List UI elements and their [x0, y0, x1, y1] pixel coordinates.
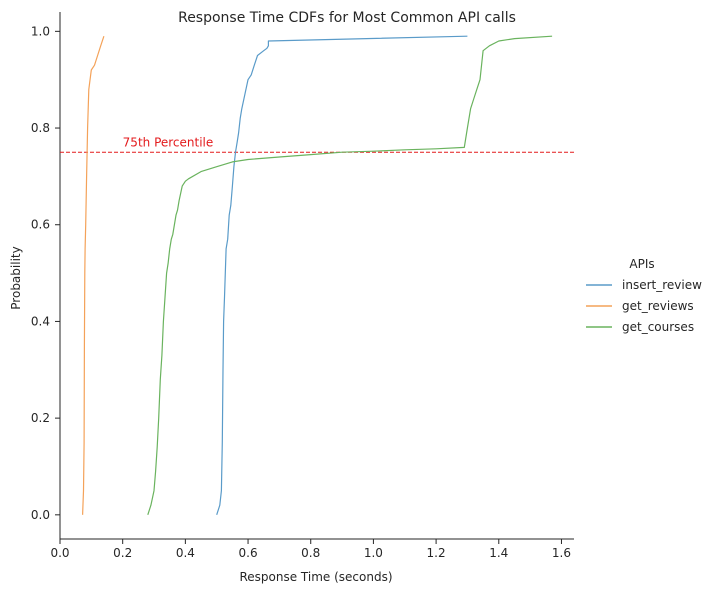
x-tick-label: 0.4: [176, 546, 195, 560]
x-tick-label: 1.0: [364, 546, 383, 560]
x-axis-label: Response Time (seconds): [239, 570, 392, 584]
series-line-get-courses: [147, 35, 553, 515]
chart-title: Response Time CDFs for Most Common API c…: [178, 10, 516, 26]
legend-label-get-courses: get_courses: [622, 320, 694, 334]
y-axis-label: Probability: [9, 246, 23, 309]
y-tick-label: 0.8: [31, 121, 50, 135]
x-tick-label: 0.0: [50, 546, 69, 560]
x-tick-label: 0.2: [113, 546, 132, 560]
series-group: [82, 35, 553, 515]
reference-line-group: 75th Percentile: [60, 136, 574, 153]
y-tick-label: 0.0: [31, 508, 50, 522]
y-tick-label: 0.2: [31, 411, 50, 425]
legend-title: APIs: [629, 257, 654, 271]
x-tick-label: 1.2: [427, 546, 446, 560]
x-tick-label: 0.8: [301, 546, 320, 560]
y-tick-label: 0.4: [31, 314, 50, 328]
y-tick-label: 1.0: [31, 24, 50, 38]
percentile-annotation: 75th Percentile: [123, 136, 214, 150]
x-tick-label: 1.4: [489, 546, 508, 560]
x-tick-label: 1.6: [552, 546, 571, 560]
legend: APIs insert_review get_reviews get_courses: [586, 257, 702, 334]
series-line-insert-review: [216, 35, 468, 515]
axes: 0.0 0.2 0.4 0.6 0.8 1.0 1.2 1.4 1.6 0.0 0.2 0.4 0.6 0…: [31, 12, 574, 560]
legend-label-insert-review: insert_review: [622, 278, 702, 292]
legend-label-get-reviews: get_reviews: [622, 299, 694, 313]
series-line-get-reviews: [82, 36, 105, 515]
x-tick-label: 0.6: [239, 546, 258, 560]
y-tick-label: 0.6: [31, 218, 50, 232]
